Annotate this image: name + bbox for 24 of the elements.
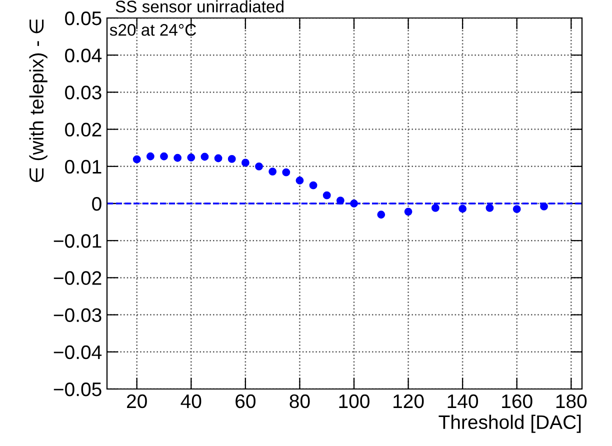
x-tick-label: 160 (502, 394, 532, 408)
y-tick-label: −0.04 (54, 345, 102, 360)
y-tick-label: 0.01 (65, 160, 102, 174)
y-tick-label: 0.03 (65, 86, 102, 100)
x-tick-label: 120 (394, 394, 424, 408)
y-axis-title: ∈ (with telepix) - ∈ (29, 20, 48, 182)
y-tick-label: −0.03 (54, 308, 102, 322)
chart-title: SS sensor unirradiated (116, 0, 284, 12)
y-tick-label: 0.02 (65, 122, 102, 137)
y-tick-label: −0.01 (54, 234, 102, 248)
y-tick-label: 0.05 (65, 11, 102, 26)
y-tick-label: −0.02 (54, 271, 102, 285)
x-axis-title: Threshold [DAC] (438, 414, 581, 433)
x-tick-label: 20 (127, 394, 147, 408)
x-tick-label: 40 (180, 394, 202, 408)
x-tick-label: 180 (556, 394, 587, 408)
y-tick-label: −0.05 (54, 382, 102, 396)
y-tick-label: 0 (92, 196, 102, 211)
x-tick-label: 80 (290, 394, 310, 408)
x-tick-label: 60 (236, 394, 256, 408)
y-tick-label: 0.04 (65, 48, 102, 62)
annotation: s20 at 24°C (110, 24, 196, 36)
x-tick-label: 140 (448, 394, 478, 408)
x-tick-label: 100 (339, 394, 370, 408)
